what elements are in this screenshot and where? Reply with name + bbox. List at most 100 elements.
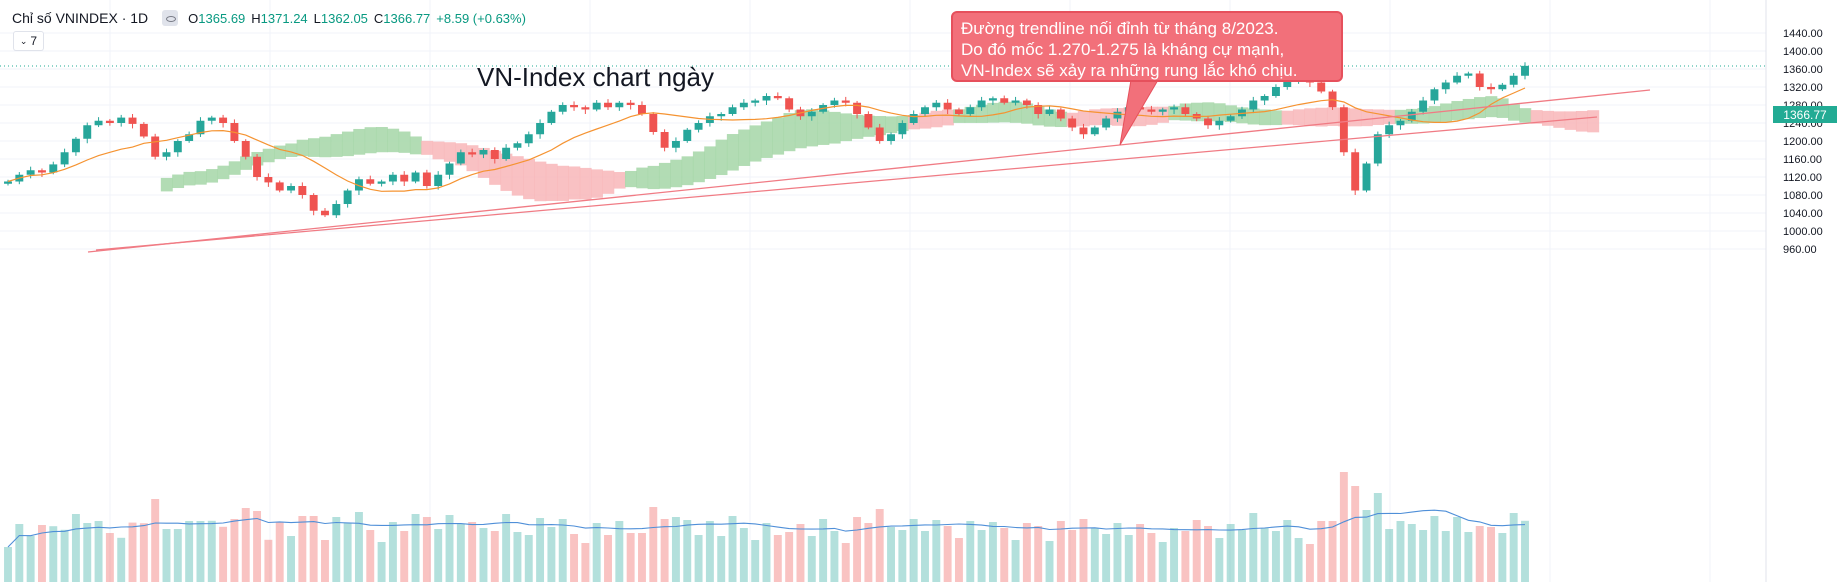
cloud-segment-bearish [534,161,547,202]
cloud-segment-bullish [160,177,173,192]
candle-down [241,141,250,157]
candle-down [139,123,148,137]
candle-down [1487,87,1495,90]
volume-bar [445,515,454,582]
volume-bar [1294,538,1303,582]
trendline-upper[interactable] [87,89,1651,253]
cloud-segment-bearish [1315,107,1328,127]
cloud-segment-bearish [1281,110,1294,125]
price-axis[interactable]: 1440.001400.001360.001320.001280.001240.… [1765,0,1837,582]
low-value: 1362.05 [320,10,368,26]
candle-up [1158,109,1167,112]
cloud-segment-bearish [489,150,502,185]
volume-bar [264,539,273,582]
candle-up [1373,134,1382,164]
cloud-segment-bullish [206,169,219,183]
candle-up [162,152,171,157]
candle-up [354,179,363,191]
candle-up [547,111,556,123]
cloud-segment-bearish [568,166,581,200]
volume-bar [1181,531,1190,582]
volume-bar [434,529,443,582]
volume-bar [422,517,431,582]
candle-up [445,163,454,175]
volume-bar [547,527,556,582]
volume-bar [717,536,726,582]
volume-bar [151,499,160,582]
eye-icon[interactable] [162,10,179,26]
volume-bar [309,516,318,582]
cloud-segment-bullish [387,128,400,153]
volume-bar [71,514,80,582]
candle-up [49,164,58,173]
candle-up [683,129,692,141]
volume-bar [456,524,465,582]
cloud-segment-bearish [1372,109,1385,126]
volume-bar [864,523,873,582]
chart-title: VN-Index chart ngày [477,62,715,92]
volume-bar [615,521,624,582]
volume-bar [162,529,171,582]
candle-down [943,102,952,110]
candle-down [366,179,375,184]
candle-up [1521,65,1529,76]
volume-bar [807,536,816,582]
volume-bar [875,509,884,582]
candle-up [173,141,182,153]
open-value: 1365.69 [198,10,246,26]
cloud-segment-bullish [398,131,411,153]
volume-bar [1509,513,1518,582]
cloud-segment-bearish [1575,110,1588,132]
indicator-toggle-button[interactable]: ⌄ 7 [13,31,44,51]
volume-bar [932,520,941,582]
cloud-segment-bullish [375,127,388,153]
volume-bar [241,508,250,582]
candle-up [524,134,533,144]
candle-up [1249,100,1258,110]
cloud-segment-bearish [930,110,943,128]
y-tick-label: 960.00 [1783,244,1817,256]
candle-up [728,107,737,114]
volume-bar [966,521,975,582]
candle-down [309,195,318,211]
volume-bar [513,532,522,582]
volume-bar [1170,528,1179,582]
volume-bar [275,522,284,582]
volume-bar [626,533,635,582]
volume-bar [728,516,737,582]
candle-up [1396,120,1405,126]
volume-bar [1317,521,1326,582]
candle-up [1113,111,1122,119]
candle-up [751,100,760,103]
y-tick-label: 1320.00 [1783,82,1823,94]
cloud-segment-bullish [794,110,807,149]
candle-up [1509,75,1518,85]
candle-down [570,105,579,108]
annotation-callout[interactable]: Đường trendline nối đỉnh từ tháng 8/2023… [951,11,1343,82]
volume-bar [921,531,929,582]
volume-bar [15,524,24,582]
volume-bar [1113,523,1122,582]
candle-down [275,182,284,191]
volume-bar [388,522,397,582]
candle-up [977,100,986,108]
cloud-segment-bearish [1326,107,1339,126]
candle-up [988,98,997,101]
cloud-segment-bearish [602,170,615,194]
cloud-segment-bullish [998,101,1011,123]
candle-up [921,107,929,114]
candle-up [966,107,975,114]
y-tick-label: 1080.00 [1783,190,1823,202]
cloud-segment-bearish [1134,107,1147,127]
cloud-segment-bullish [987,102,1000,123]
candle-up [456,152,465,164]
volume-bar [638,533,646,582]
symbol-title[interactable]: Chỉ số VNINDEX · 1D [12,10,149,26]
cloud-segment-bearish [591,169,603,198]
candle-down [1034,105,1043,114]
cloud-segment-bullish [715,139,728,176]
trendline-lower[interactable] [95,116,1598,251]
cloud-segment-bearish [613,172,626,189]
volume-bar [502,514,511,582]
